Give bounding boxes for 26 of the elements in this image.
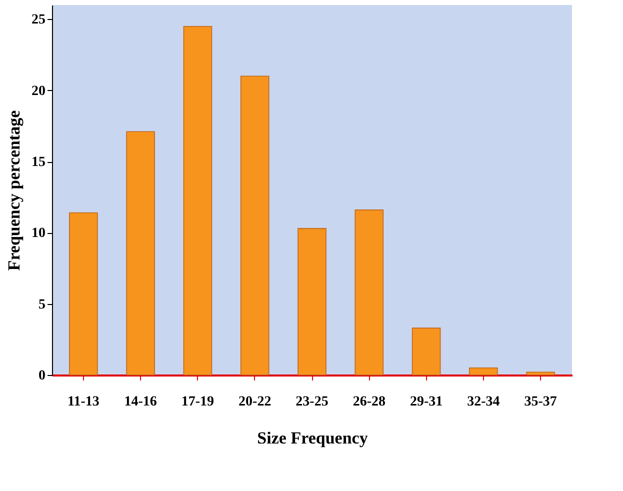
bar (354, 210, 384, 376)
bar (526, 372, 555, 376)
x-tick-label: 32-34 (467, 394, 500, 410)
x-tick-label: 29-31 (410, 394, 443, 410)
bar (183, 26, 212, 376)
x-tick-label: 23-25 (296, 394, 328, 410)
x-tick-label: 35-37 (524, 394, 557, 410)
y-axis-title: Frequency percentage (4, 110, 24, 271)
x-tick-label: 14-16 (124, 394, 157, 410)
bar (469, 367, 498, 376)
bar (69, 212, 98, 376)
x-tick-label: 17-19 (181, 394, 214, 410)
y-tick-label: 10 (32, 226, 46, 242)
bar (298, 228, 326, 376)
bar (412, 328, 441, 376)
y-tick-label: 5 (38, 297, 46, 312)
x-tick-label: 26-28 (352, 394, 386, 410)
bar (240, 76, 270, 376)
bar (126, 131, 155, 376)
y-tick-label: 0 (38, 368, 46, 384)
y-tick-label: 25 (32, 12, 46, 28)
x-axis-title: Size Frequency (257, 428, 368, 448)
y-tick-label: 20 (32, 84, 46, 99)
y-tick-label: 15 (32, 155, 46, 170)
x-tick-label: 11-13 (67, 394, 100, 410)
x-tick-label: 20-22 (238, 394, 272, 410)
